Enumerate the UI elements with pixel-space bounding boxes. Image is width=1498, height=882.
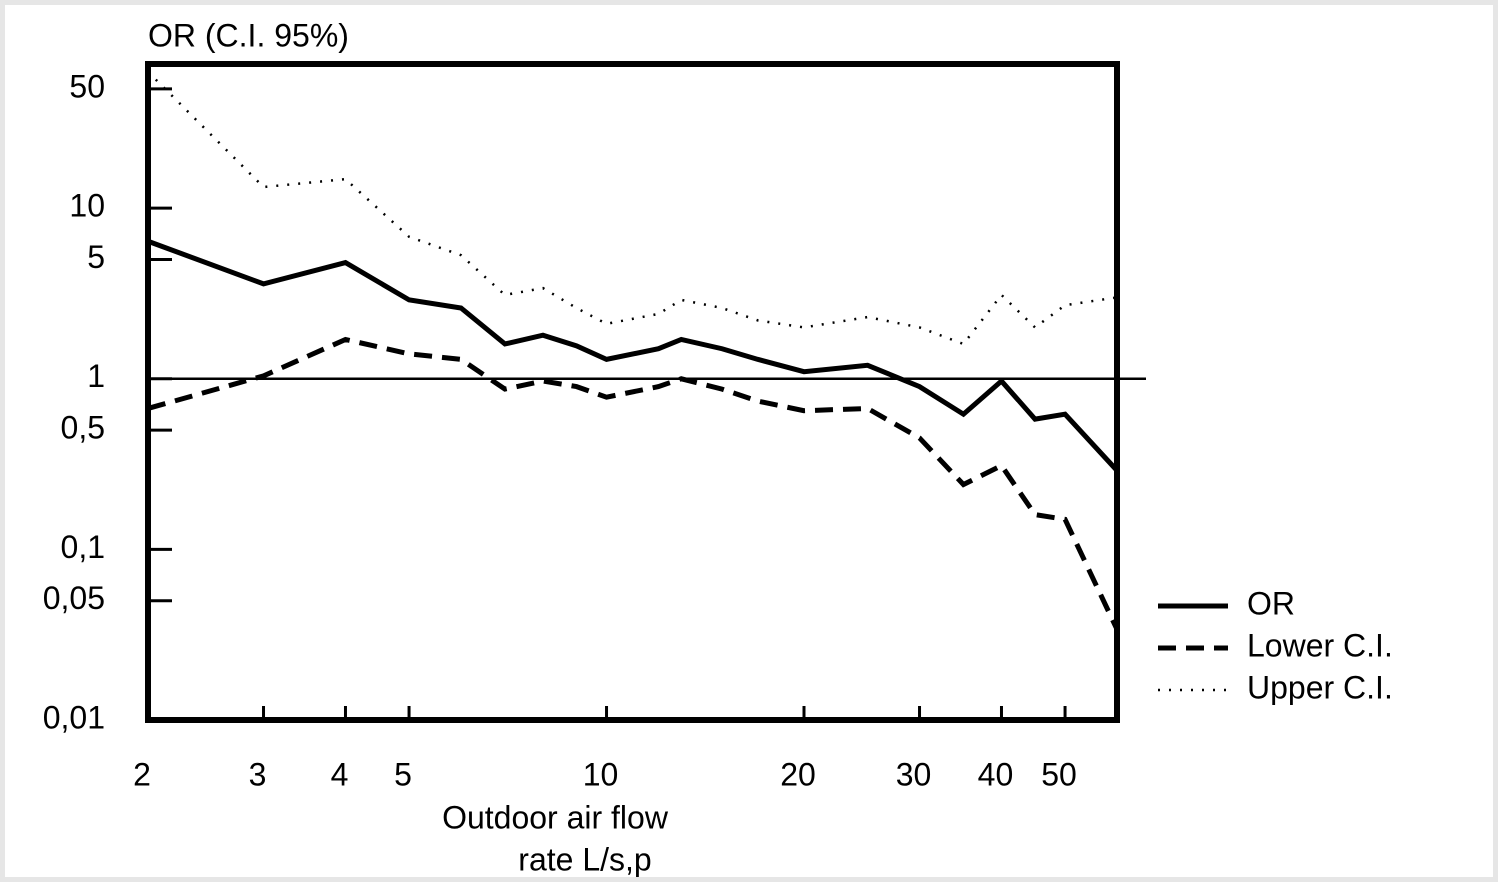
plot-frame bbox=[145, 61, 1120, 723]
y-tick-label: 0,05 bbox=[43, 580, 105, 616]
x-tick-label: 20 bbox=[780, 756, 816, 792]
x-axis-label: rate L/s,p bbox=[518, 841, 651, 877]
x-tick-label: 3 bbox=[249, 756, 267, 792]
y-axis-label: OR (C.I. 95%) bbox=[148, 17, 349, 53]
x-axis-label: Outdoor air flow bbox=[442, 799, 669, 835]
data-line bbox=[147, 238, 1119, 473]
y-tick-label: 10 bbox=[69, 188, 105, 224]
data-line bbox=[147, 336, 1120, 631]
legend-label: OR bbox=[1247, 585, 1295, 621]
y-tick-label: 0,01 bbox=[43, 699, 105, 735]
x-tick-label: 10 bbox=[583, 756, 619, 792]
x-tick-label: 40 bbox=[978, 756, 1014, 792]
y-tick-label: 5 bbox=[87, 239, 105, 275]
y-tick-label: 50 bbox=[69, 68, 105, 104]
x-tick-label: 4 bbox=[331, 756, 349, 792]
legend-label: Lower C.I. bbox=[1247, 627, 1393, 663]
x-tick-label: 5 bbox=[394, 756, 412, 792]
data-line bbox=[147, 70, 1118, 346]
x-tick-label: 2 bbox=[133, 756, 151, 792]
x-tick-label: 30 bbox=[896, 756, 932, 792]
legend-label: Upper C.I. bbox=[1247, 669, 1393, 705]
y-tick-label: 0,5 bbox=[61, 410, 105, 446]
x-tick-label: 50 bbox=[1041, 756, 1077, 792]
y-tick-label: 1 bbox=[87, 358, 105, 394]
y-tick-label: 0,1 bbox=[61, 529, 105, 565]
